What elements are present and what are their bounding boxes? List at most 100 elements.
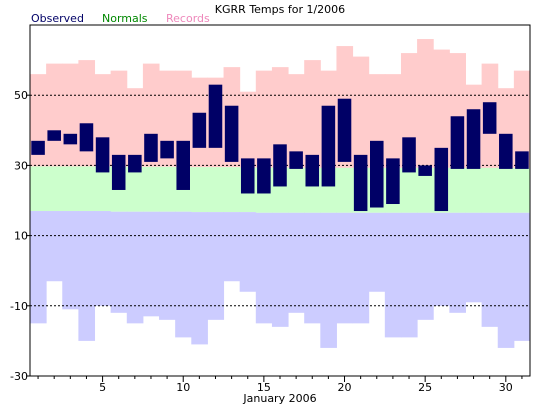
record-low-band-day-9	[159, 211, 176, 320]
normal-band-day-29	[481, 167, 499, 213]
record-low-band-day-10	[175, 211, 192, 338]
normal-band-day-13	[223, 167, 241, 213]
record-low-band-day-1	[30, 211, 47, 324]
record-low-band-day-25	[417, 212, 434, 320]
x-tick-label-20: 20	[338, 381, 352, 394]
observed-bar-day-10	[176, 140, 190, 190]
record-high-band-day-15	[255, 70, 273, 168]
plot-area: -30 -10 10 30 50 5 10 15 20 25 30	[10, 24, 531, 394]
record-low-band-day-18	[304, 212, 321, 324]
record-low-band-day-5	[94, 211, 112, 306]
observed-bar-day-25	[418, 165, 432, 176]
observed-bar-day-19	[321, 105, 336, 187]
y-tick-label-30: 30	[14, 159, 28, 172]
observed-bar-day-12	[208, 84, 223, 148]
observed-bar-day-20	[337, 98, 352, 162]
normal-band-day-8	[142, 166, 160, 212]
chart-title: KGRR Temps for 1/2006	[215, 3, 345, 16]
record-low-band-day-17	[288, 212, 305, 313]
record-high-band-day-21	[352, 56, 370, 168]
normal-band-day-5	[94, 166, 112, 212]
record-low-band-day-23	[384, 212, 402, 338]
record-low-band-day-24	[400, 212, 418, 338]
record-high-band-day-14	[239, 91, 257, 168]
observed-bar-day-28	[466, 109, 481, 169]
normal-band-day-25	[417, 167, 434, 213]
record-low-band-day-2	[46, 211, 63, 282]
normal-band-day-12	[207, 167, 225, 213]
normal-band-day-24	[400, 167, 418, 213]
record-low-band-day-26	[433, 212, 450, 306]
observed-bar-day-27	[450, 116, 465, 169]
record-low-band-day-3	[62, 211, 79, 310]
record-high-band-day-18	[304, 60, 321, 168]
normal-band-day-30	[497, 167, 515, 213]
legend-normals: Normals	[102, 12, 148, 25]
record-low-band-day-15	[255, 212, 273, 324]
record-high-band-day-3	[62, 63, 79, 167]
observed-bar-day-30	[499, 133, 513, 169]
record-low-band-day-13	[223, 212, 241, 282]
observed-bar-day-24	[402, 137, 416, 173]
y-tick-label--30: -30	[10, 370, 28, 383]
observed-bar-day-8	[144, 133, 158, 162]
observed-bar-day-3	[63, 133, 78, 145]
record-low-band-day-22	[368, 212, 386, 292]
x-tick-label-15: 15	[257, 381, 271, 394]
record-high-band-day-16	[271, 67, 289, 168]
record-high-band-day-23	[384, 74, 402, 168]
record-low-band-day-27	[449, 212, 466, 313]
observed-bar-day-26	[434, 147, 449, 212]
observed-bar-day-16	[273, 144, 287, 187]
record-low-band-day-20	[336, 212, 354, 324]
y-tick-label--10: -10	[10, 300, 28, 313]
normal-band-day-4	[78, 166, 96, 212]
record-low-band-day-16	[271, 212, 289, 327]
record-high-band-day-26	[433, 49, 450, 168]
record-low-band-day-12	[207, 212, 225, 320]
normal-band-day-2	[46, 166, 63, 212]
normal-band-day-28	[465, 167, 483, 213]
record-low-band-day-8	[142, 211, 160, 317]
normal-band-day-31	[513, 167, 531, 213]
record-high-band-day-17	[288, 74, 305, 168]
record-low-band-day-19	[320, 212, 337, 348]
record-low-band-day-11	[191, 212, 208, 345]
observed-bar-day-31	[515, 151, 529, 169]
record-high-band-day-6	[110, 70, 128, 167]
record-low-band-day-31	[513, 212, 531, 341]
observed-bar-day-17	[289, 151, 303, 169]
observed-bar-day-2	[47, 130, 61, 141]
record-low-band-day-28	[465, 212, 483, 303]
record-low-band-day-7	[126, 211, 144, 324]
record-low-band-day-4	[78, 211, 96, 341]
normal-band-day-1	[30, 166, 47, 212]
normal-band-day-7	[126, 166, 144, 212]
observed-bar-day-1	[31, 140, 45, 155]
normal-band-day-27	[449, 167, 466, 213]
observed-bar-day-29	[482, 102, 497, 134]
legend-records: Records	[166, 12, 210, 25]
x-axis-label: January 2006	[242, 392, 316, 405]
observed-bar-day-18	[305, 154, 320, 187]
observed-bar-day-23	[386, 158, 400, 205]
observed-bar-day-14	[240, 158, 255, 194]
x-tick-label-10: 10	[176, 381, 190, 394]
x-tick-label-5: 5	[99, 381, 106, 394]
observed-bar-day-11	[192, 112, 207, 148]
record-low-band-day-21	[352, 212, 370, 324]
observed-bar-day-4	[79, 123, 94, 152]
record-high-band-day-7	[126, 88, 144, 167]
observed-bar-day-5	[95, 137, 110, 173]
record-low-band-day-30	[497, 212, 515, 348]
normal-band-day-3	[62, 166, 79, 212]
legend-observed: Observed	[31, 12, 84, 25]
observed-bar-day-7	[128, 154, 142, 173]
observed-bar-day-15	[257, 158, 271, 194]
observed-bar-day-21	[353, 154, 368, 212]
normal-band-day-9	[159, 166, 176, 212]
observed-bar-day-22	[370, 140, 384, 208]
record-low-band-day-14	[239, 212, 257, 292]
record-low-band-day-29	[481, 212, 499, 327]
y-tick-label-50: 50	[14, 89, 28, 102]
